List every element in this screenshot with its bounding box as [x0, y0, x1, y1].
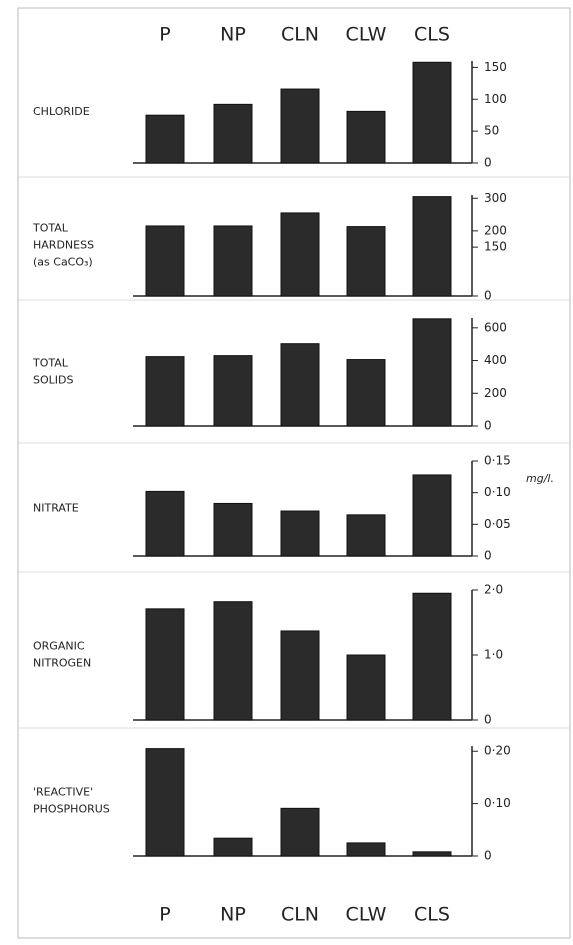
bar: [412, 851, 452, 857]
frame: [17, 7, 571, 939]
panel-label: SOLIDS: [33, 374, 73, 387]
bar: [280, 343, 320, 427]
y-tick-label: 150: [484, 60, 507, 74]
panel-label: HARDNESS: [33, 239, 94, 252]
category-label-top: CLN: [281, 24, 319, 46]
y-tick-label: 0: [484, 849, 492, 863]
category-label-bottom: NP: [220, 904, 246, 926]
y-tick-label: 0: [484, 156, 492, 170]
panel-label: (as CaCO₃): [33, 256, 93, 269]
bar: [145, 490, 185, 557]
bar: [213, 355, 253, 427]
category-label-top: P: [159, 24, 170, 46]
panel-label: NITROGEN: [33, 657, 91, 670]
panel-label: ORGANIC: [33, 640, 85, 653]
bar: [145, 356, 185, 427]
panel-label: 'REACTIVE': [33, 786, 93, 799]
bar: [346, 226, 386, 297]
y-tick-label: 0: [484, 289, 492, 303]
bar: [412, 474, 452, 557]
category-label-top: CLW: [346, 24, 387, 46]
bar: [280, 212, 320, 297]
y-tick-label: 0·05: [484, 517, 511, 531]
bar: [412, 318, 452, 427]
y-tick-label: 0·10: [484, 796, 511, 810]
bar: [346, 359, 386, 427]
category-label-bottom: CLN: [281, 904, 319, 926]
category-label-bottom: CLW: [346, 904, 387, 926]
bar: [280, 88, 320, 164]
y-tick-label: 0·15: [484, 454, 511, 468]
y-tick-label: 0: [484, 713, 492, 727]
bar: [280, 510, 320, 557]
y-tick-label: 100: [484, 92, 507, 106]
bar: [213, 837, 253, 857]
y-tick-label: 0·10: [484, 485, 511, 499]
bar: [213, 103, 253, 164]
panel-label: PHOSPHORUS: [33, 803, 110, 816]
y-tick-label: 200: [484, 223, 507, 237]
y-tick-label: 0·20: [484, 744, 511, 758]
category-label-bottom: P: [159, 904, 170, 926]
bar: [346, 654, 386, 721]
bar: [145, 748, 185, 857]
bar: [346, 110, 386, 164]
bar: [145, 608, 185, 721]
unit-label: mg/l.: [526, 472, 554, 485]
y-tick-label: 400: [484, 353, 507, 367]
y-tick-label: 2·0: [484, 583, 503, 597]
bar: [280, 630, 320, 721]
category-label-top: CLS: [414, 24, 450, 46]
category-label-top: NP: [220, 24, 246, 46]
panel-label: TOTAL: [32, 222, 69, 235]
bar: [346, 514, 386, 557]
y-tick-label: 1·0: [484, 648, 503, 662]
bar: [145, 114, 185, 164]
bar: [346, 842, 386, 857]
bar: [412, 196, 452, 297]
bar: [213, 502, 253, 557]
panel-label: TOTAL: [32, 357, 69, 370]
y-tick-label: 0: [484, 549, 492, 563]
y-tick-label: 600: [484, 320, 507, 334]
bar: [213, 225, 253, 297]
bar: [412, 61, 452, 164]
y-tick-label: 300: [484, 191, 507, 205]
y-tick-label: 50: [484, 124, 499, 138]
bar: [213, 601, 253, 721]
bar: [145, 225, 185, 297]
panel-label: NITRATE: [33, 502, 79, 515]
bar: [412, 592, 452, 721]
panel-label: CHLORIDE: [33, 105, 90, 118]
y-tick-label: 150: [484, 240, 507, 254]
category-label-bottom: CLS: [414, 904, 450, 926]
y-tick-label: 200: [484, 386, 507, 400]
y-tick-label: 0: [484, 419, 492, 433]
bar: [280, 807, 320, 857]
